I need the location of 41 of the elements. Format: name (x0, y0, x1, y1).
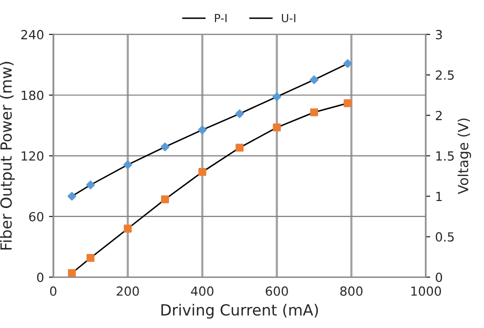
x-tick-label: 600 (266, 286, 288, 296)
legend-label: U-I (282, 14, 296, 22)
x-axis-title: Driving Current (mA) (161, 304, 318, 319)
x-tick-label: 200 (116, 286, 139, 296)
point (86, 254, 94, 262)
point (344, 99, 352, 108)
point (198, 168, 206, 176)
x-tick-label: 400 (190, 286, 214, 296)
y-tick-label: 180 (22, 90, 44, 100)
x-tick-label: 1000 (411, 286, 441, 296)
y2-tick-label: 1.5 (436, 151, 454, 161)
point (343, 59, 352, 68)
y-tick-label: 0 (37, 272, 44, 282)
y-tick-label: 120 (22, 151, 44, 161)
point (310, 108, 318, 116)
y2-tick-label: 0 (436, 272, 442, 282)
point (161, 195, 169, 204)
y2-tick-label: 0.5 (436, 232, 454, 242)
point (235, 109, 244, 118)
y2-tick-label: 2 (436, 110, 442, 120)
y2-axis-title: Voltage (V) (458, 118, 472, 194)
point (124, 224, 132, 233)
point (272, 92, 282, 102)
point (160, 142, 170, 152)
y2-tick-label: 2.5 (436, 70, 454, 80)
point (236, 144, 244, 152)
y2-tick-label: 3 (436, 30, 442, 40)
y-tick-label: 60 (29, 212, 44, 222)
point (68, 192, 76, 201)
point (198, 126, 207, 134)
x-tick-label: 0 (50, 286, 56, 296)
point (123, 160, 132, 170)
x-tick-label: 800 (340, 286, 362, 296)
point (272, 124, 281, 132)
point (310, 75, 318, 84)
point (68, 269, 76, 278)
point (86, 180, 95, 190)
y-tick-label: 240 (21, 30, 44, 40)
y-axis-title: Fiber Output Power (mw) (0, 62, 15, 250)
y2-tick-label: 1 (436, 192, 442, 201)
legend-label: P-I (214, 14, 227, 22)
